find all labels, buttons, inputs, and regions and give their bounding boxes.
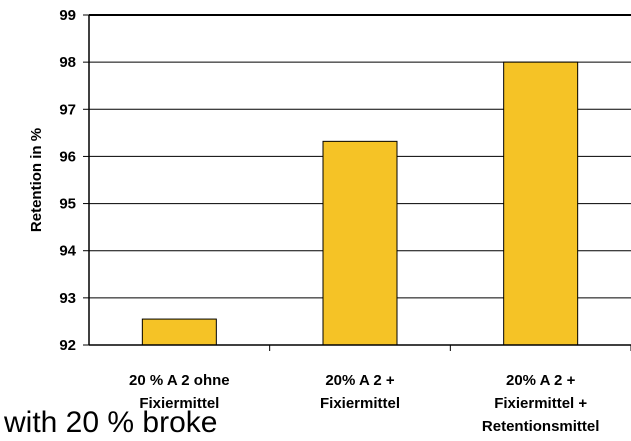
y-tick-label: 99 xyxy=(59,7,76,24)
x-category-label: 20% A 2 + Fixiermittel + Retentionsmittel xyxy=(482,372,600,435)
x-category-labels: 20 % A 2 ohne Fixiermittel 20% A 2 + Fixier… xyxy=(129,372,599,435)
bar xyxy=(141,318,217,346)
y-tick-label: 95 xyxy=(59,196,76,213)
bar xyxy=(503,61,579,346)
bar xyxy=(322,140,398,346)
y-tick-label: 94 xyxy=(59,243,76,260)
axes xyxy=(83,14,631,351)
y-tick-label: 97 xyxy=(59,101,76,118)
gridlines xyxy=(89,14,631,299)
x-category-label: 20% A 2 + Fixiermittel xyxy=(320,372,400,412)
x-category-label: 20 % A 2 ohne Fixiermittel xyxy=(129,372,230,412)
y-tick-label: 92 xyxy=(59,337,76,354)
y-axis-label: Retention in % xyxy=(28,128,45,232)
bars xyxy=(141,61,579,346)
y-tick-labels: 92 93 94 95 96 97 98 99 xyxy=(59,7,76,354)
caption-text: with 20 % broke xyxy=(4,406,218,439)
y-tick-label: 93 xyxy=(59,290,76,307)
y-tick-label: 98 xyxy=(59,54,76,71)
y-tick-label: 96 xyxy=(59,148,76,165)
